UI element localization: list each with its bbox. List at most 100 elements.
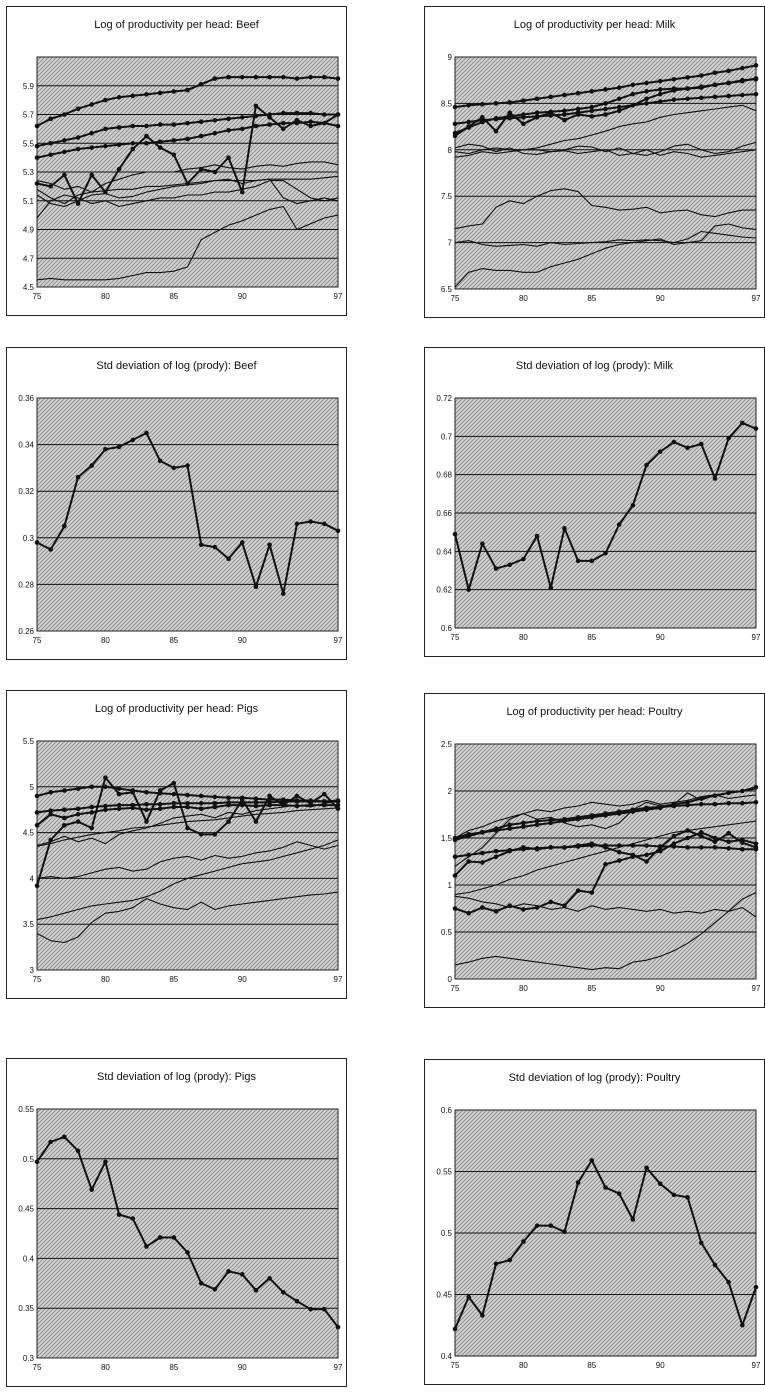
x-tick-label: 97: [752, 294, 761, 303]
x-tick-label: 85: [587, 984, 596, 993]
data-point: [657, 87, 663, 92]
data-point: [698, 84, 704, 89]
data-point: [62, 815, 67, 821]
data-point: [685, 96, 690, 102]
y-tick-label: 0.3: [23, 534, 35, 543]
data-point: [34, 810, 40, 815]
data-point: [698, 73, 704, 78]
data-point: [280, 126, 286, 132]
chart-svg: 6.5 7 7.5 8 8.5 9 75 80 85 90 97: [441, 53, 761, 303]
x-tick-label: 80: [101, 975, 110, 984]
data-point: [239, 797, 245, 802]
data-point: [644, 1165, 649, 1171]
data-point: [89, 102, 95, 107]
data-point: [548, 899, 554, 905]
data-point: [753, 426, 759, 431]
data-point: [480, 830, 485, 835]
data-point: [589, 114, 595, 119]
data-point: [575, 843, 581, 848]
data-point: [116, 1212, 122, 1217]
x-tick-label: 97: [752, 1361, 761, 1370]
data-point: [575, 888, 581, 893]
y-tick-label: 9: [448, 53, 453, 62]
y-tick-label: 5.1: [23, 197, 35, 206]
panel-poultry-sd: 0.4 0.45 0.5 0.55 0.6 75 80 85 90 97 Std deviatio…: [424, 1059, 765, 1385]
data-point: [575, 90, 581, 96]
data-point: [657, 845, 663, 850]
data-point: [239, 802, 245, 808]
y-tick-label: 2.5: [441, 740, 453, 749]
data-point: [534, 115, 540, 120]
data-point: [171, 122, 177, 127]
series-line: [36, 800, 339, 846]
data-point: [89, 784, 95, 790]
data-point: [644, 89, 649, 94]
chart-title: Log of productivity per head: Beef: [94, 19, 259, 31]
data-point: [322, 112, 327, 117]
data-point: [34, 143, 40, 149]
data-point: [603, 845, 608, 850]
data-point: [753, 1284, 759, 1290]
data-point: [212, 832, 218, 837]
data-point: [116, 786, 122, 791]
data-point: [644, 843, 649, 848]
x-tick-label: 75: [33, 1363, 42, 1372]
data-point: [226, 128, 231, 133]
data-point: [294, 117, 300, 123]
data-point: [171, 1235, 177, 1240]
data-point: [103, 1159, 108, 1165]
data-point: [103, 775, 108, 780]
data-point: [212, 1286, 218, 1292]
series-line: [454, 792, 757, 867]
data-point: [753, 91, 759, 97]
data-point: [48, 184, 53, 189]
data-point: [226, 74, 231, 80]
x-tick-label: 90: [238, 975, 247, 984]
x-tick-label: 85: [169, 975, 178, 984]
data-point: [507, 115, 513, 121]
data-point: [198, 119, 204, 124]
data-point: [671, 76, 677, 82]
data-point: [712, 801, 718, 807]
data-point: [157, 788, 163, 793]
data-point: [212, 800, 218, 806]
data-point: [253, 796, 259, 802]
data-point: [144, 789, 149, 795]
data-point: [226, 795, 231, 801]
data-point: [562, 526, 567, 531]
x-tick-label: 97: [752, 984, 761, 993]
data-point: [671, 833, 677, 839]
data-point: [685, 802, 690, 808]
y-tick-label: 0.5: [441, 1229, 453, 1238]
series-line: [36, 839, 339, 921]
data-point: [630, 91, 636, 97]
x-tick-label: 85: [587, 633, 596, 642]
data-point: [171, 791, 177, 797]
data-point: [562, 117, 567, 123]
data-point: [267, 802, 272, 808]
data-point: [253, 800, 259, 805]
data-point: [589, 890, 595, 895]
data-point: [753, 845, 759, 850]
data-point: [466, 124, 471, 129]
data-point: [294, 1298, 300, 1304]
data-point: [726, 846, 731, 851]
data-point: [616, 85, 622, 90]
data-point: [589, 108, 595, 114]
data-point: [267, 122, 272, 127]
x-tick-label: 90: [238, 636, 247, 645]
data-point: [548, 845, 554, 850]
y-tick-label: 4.5: [23, 829, 35, 838]
data-point: [575, 112, 581, 117]
data-point: [562, 1229, 567, 1235]
data-point: [89, 463, 95, 468]
data-point: [493, 101, 499, 106]
data-point: [253, 803, 259, 809]
data-point: [630, 1217, 636, 1222]
data-point: [130, 146, 136, 152]
data-point: [48, 152, 53, 158]
data-point: [144, 430, 149, 436]
data-point: [753, 76, 759, 82]
data-point: [603, 87, 608, 92]
data-point: [616, 858, 622, 863]
